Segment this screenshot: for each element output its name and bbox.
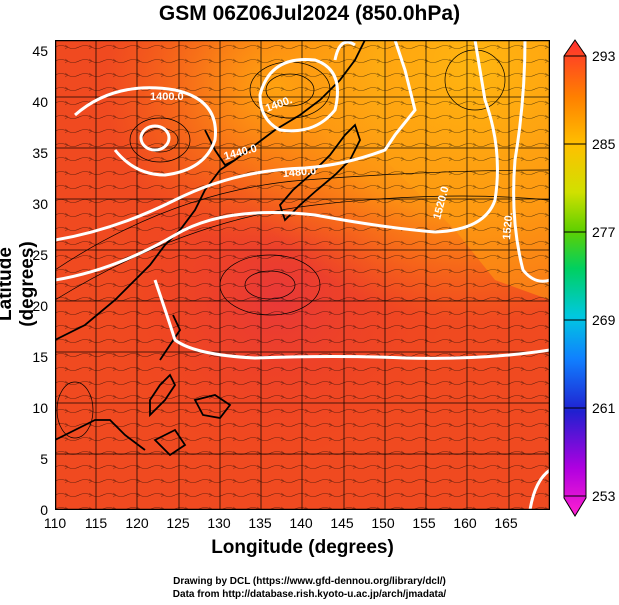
- wind-streamlines: [55, 40, 550, 510]
- colorbar-tick: 261: [592, 400, 616, 416]
- y-tick-label: 20: [32, 298, 48, 314]
- x-tick-label: 140: [289, 515, 313, 531]
- x-tick-label: 160: [453, 515, 477, 531]
- x-tick-label: 155: [412, 515, 436, 531]
- contour-label: 1480.0: [282, 165, 317, 180]
- contour-label: 1400.0: [150, 91, 184, 103]
- x-axis-label: Longitude (degrees): [211, 537, 394, 558]
- x-tick-label: 130: [207, 515, 231, 531]
- x-tick-label: 145: [330, 515, 354, 531]
- y-tick-label: 15: [32, 349, 48, 365]
- colorbar-tick: 293: [592, 48, 616, 64]
- colorbar-tick: 285: [592, 136, 616, 152]
- y-tick-label: 10: [32, 400, 48, 416]
- x-tick-label: 120: [125, 515, 149, 531]
- y-tick-label: 45: [32, 43, 48, 59]
- credit-drawing: Drawing by DCL (https://www.gfd-dennou.o…: [173, 576, 446, 587]
- colorbar-gradient: [563, 39, 587, 517]
- y-tick-label: 25: [32, 247, 48, 263]
- credit-data: Data from http://database.rish.kyoto-u.a…: [172, 589, 447, 600]
- map-plot-area: 1400.0 1400. 1440.0 1480.0 1520.0 1520.: [55, 40, 550, 510]
- plot-frame: [55, 40, 550, 510]
- colorbar-tick: 269: [592, 312, 616, 328]
- x-tick-label: 110: [43, 515, 67, 531]
- graticule: [55, 40, 550, 510]
- colorbar-tick: 277: [592, 224, 616, 240]
- y-tick-label: 40: [32, 94, 48, 110]
- x-tick-label: 150: [371, 515, 395, 531]
- colorbar: [563, 39, 587, 517]
- x-tick-label: 115: [84, 515, 108, 531]
- height-contours: [55, 40, 550, 510]
- y-tick-label: 30: [32, 196, 48, 212]
- colorbar-tick: 253: [592, 488, 616, 504]
- x-tick-label: 165: [494, 515, 518, 531]
- x-tick-label: 135: [248, 515, 272, 531]
- y-tick-label: 35: [32, 145, 48, 161]
- chart-title: GSM 06Z06Jul2024 (850.0hPa): [158, 2, 461, 25]
- contour-label: 1520.: [501, 212, 515, 240]
- y-tick-label: 0: [40, 502, 48, 518]
- y-axis-label: Latitude (degrees): [0, 241, 38, 327]
- y-tick-label: 5: [40, 451, 48, 467]
- x-tick-label: 125: [166, 515, 190, 531]
